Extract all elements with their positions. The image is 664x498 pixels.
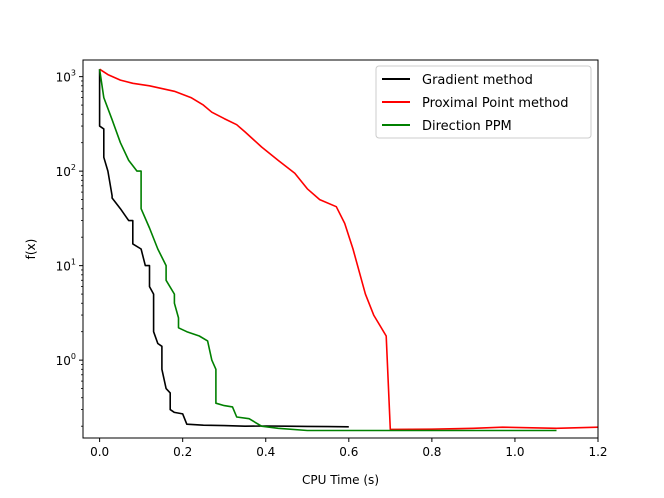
legend-label: Gradient method: [422, 73, 533, 88]
y-tick-label: 103: [56, 69, 76, 85]
legend: Gradient method Proximal Point method Dire…: [375, 65, 592, 139]
legend-box: [375, 65, 592, 139]
x-tick-label: 0.8: [422, 445, 441, 459]
x-tick-label: 0.0: [90, 445, 109, 459]
x-tick-label: 1.0: [505, 445, 524, 459]
legend-label: Direction PPM: [422, 119, 512, 134]
plot-frame: [82, 59, 599, 439]
x-tick-label: 0.6: [339, 445, 358, 459]
x-axis-title: CPU Time (s): [302, 473, 379, 487]
y-tick-label: 101: [56, 258, 76, 274]
y-axis: 100 101 102 103: [56, 69, 83, 427]
x-tick-label: 0.4: [256, 445, 275, 459]
x-tick-label: 0.2: [173, 445, 192, 459]
series-line-1: [98, 69, 349, 428]
legend-label: Proximal Point method: [422, 96, 569, 111]
series-line-3: [98, 69, 557, 432]
y-tick-label: 102: [56, 163, 76, 179]
series-line-2: [99, 68, 599, 431]
x-axis: 0.0 0.2 0.4 0.6 0.8 1.0 1.2: [90, 438, 608, 459]
y-tick-label: 100: [56, 352, 76, 368]
y-axis-title: f(x): [24, 239, 38, 260]
series-lines: [98, 68, 599, 432]
x-tick-label: 1.2: [588, 445, 607, 459]
